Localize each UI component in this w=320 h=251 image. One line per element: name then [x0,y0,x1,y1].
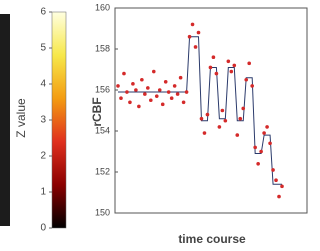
data-point [247,62,251,66]
data-point [268,142,272,146]
data-point [256,162,260,166]
data-point [230,70,234,74]
data-point [170,96,174,100]
colorbar-tick-label: 0 [40,223,46,234]
y-tick-label: 158 [95,43,110,53]
y-tick-label: 156 [95,84,110,94]
data-point [274,178,278,182]
data-point [259,150,263,154]
data-point [253,146,257,150]
colorbar-tick-label: 3 [40,115,46,126]
data-point [235,133,239,137]
data-point [176,92,180,96]
data-point [197,31,201,35]
data-point [164,80,168,84]
data-point [241,107,245,111]
brain-image-edge [0,14,10,226]
data-point [280,185,284,189]
data-point [209,66,213,70]
data-point [158,88,162,92]
data-point [206,113,210,117]
data-point [188,35,192,39]
plot-frame [115,8,307,213]
data-point [149,98,153,102]
data-point [140,78,144,82]
data-point [152,70,156,74]
x-axis-label: time course [178,232,246,246]
colorbar [52,12,66,228]
data-point [137,105,141,109]
data-point [143,92,147,96]
data-point [271,168,275,172]
data-point [134,88,138,92]
data-point [119,96,123,100]
data-point [182,101,186,105]
figure: Z value rCBF time course 0 1 2 3 4 5 6 150 152 15… [0,0,319,251]
data-point [244,78,248,82]
data-point [262,131,266,135]
y-tick-label: 150 [95,207,110,217]
data-point [122,72,126,76]
data-point [146,86,150,90]
y-tick-label: 154 [95,125,110,135]
data-point [232,64,236,68]
colorbar-label: Z value [14,98,28,138]
data-point [194,45,198,49]
data-point [277,195,281,199]
y-axis-label: rCBF [90,97,104,126]
colorbar-tick-label: 5 [40,43,46,54]
data-point [191,23,195,27]
y-tick-label: 152 [95,166,110,176]
data-point [215,72,219,76]
data-point [155,94,159,98]
data-point [116,84,120,88]
data-point [200,117,204,121]
data-point [161,103,165,107]
data-point [250,84,254,88]
data-point [185,90,189,94]
colorbar-tick-label: 4 [40,79,46,90]
data-point [167,90,171,94]
data-point [203,131,207,135]
data-point [212,55,216,59]
data-point [238,117,242,121]
data-point [218,125,222,129]
data-point [131,82,135,86]
colorbar-tick-label: 6 [40,7,46,18]
data-point [265,125,269,129]
data-point [125,90,129,94]
data-point [224,119,228,123]
data-point [227,60,231,64]
data-point [221,109,225,113]
data-point [128,101,132,105]
data-point [173,84,177,88]
y-tick-label: 160 [95,2,110,12]
colorbar-tick-label: 1 [40,187,46,198]
data-point [179,76,183,80]
colorbar-tick-label: 2 [40,151,46,162]
